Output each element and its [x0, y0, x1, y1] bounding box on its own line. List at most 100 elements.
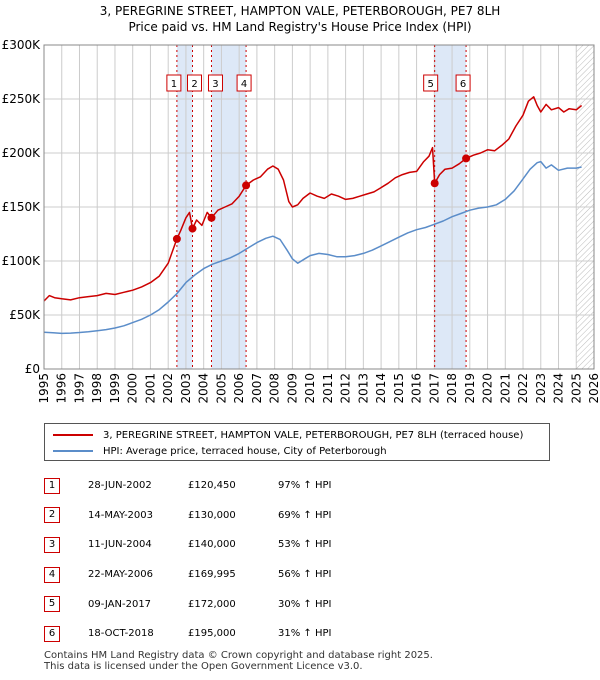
- sale-price: £130,000: [188, 509, 236, 521]
- x-tick-label: 1997: [72, 373, 86, 404]
- sale-label-number: 3: [212, 79, 218, 90]
- sale-point: [462, 154, 471, 163]
- legend-swatch-red: [53, 434, 93, 436]
- x-tick-label: 2019: [463, 373, 477, 404]
- sale-price: £195,000: [188, 628, 236, 640]
- sale-label-number: 6: [460, 79, 466, 90]
- legend-label-hpi: HPI: Average price, terraced house, City…: [103, 445, 387, 457]
- x-tick-label: 2026: [587, 373, 600, 404]
- x-tick-label: 2007: [250, 373, 264, 404]
- y-tick-label: £250K: [2, 92, 42, 106]
- sale-date: 22-MAY-2006: [88, 569, 154, 581]
- x-tick-label: 2023: [534, 373, 548, 404]
- x-tick-label: 1995: [37, 373, 51, 404]
- sale-label-number: 1: [171, 79, 177, 90]
- x-tick-label: 2017: [427, 373, 441, 404]
- x-tick-label: 2013: [356, 373, 370, 404]
- sale-price: £140,000: [188, 539, 236, 551]
- sale-price: £120,450: [188, 480, 236, 492]
- sale-hpi: 69% ↑ HPI: [278, 509, 332, 521]
- y-tick-label: £150K: [2, 200, 42, 214]
- sale-hpi: 97% ↑ HPI: [278, 480, 332, 492]
- x-tick-label: 2011: [321, 373, 335, 404]
- x-tick-label: 1996: [55, 373, 69, 404]
- sale-label-box: [187, 74, 202, 92]
- sale-price: £172,000: [188, 598, 236, 610]
- hpi-line: [43, 160, 582, 335]
- sale-row: 6 18-OCT-2018 £195,000 31% ↑ HPI: [44, 619, 348, 649]
- x-tick-label: 1998: [90, 373, 104, 404]
- sale-label-box: [236, 74, 252, 92]
- x-tick-label: 2004: [197, 373, 211, 404]
- sale-row: 2 14-MAY-2003 £130,000 69% ↑ HPI: [44, 501, 348, 531]
- x-tick-label: 2005: [214, 373, 228, 404]
- plot-frame: [43, 44, 595, 370]
- legend: 3, PEREGRINE STREET, HAMPTON VALE, PETER…: [44, 423, 550, 461]
- y-tick-label: £300K: [2, 38, 42, 52]
- x-tick-label: 2016: [410, 373, 424, 404]
- x-tick-label: 2015: [392, 373, 406, 404]
- sale-row: 3 11-JUN-2004 £140,000 53% ↑ HPI: [44, 530, 348, 560]
- sale-date: 18-OCT-2018: [88, 628, 154, 640]
- x-tick-label: 2006: [232, 373, 246, 404]
- sale-date: 28-JUN-2002: [88, 480, 152, 492]
- sale-number-badge: 1: [44, 477, 60, 494]
- y-tick-label: £100K: [2, 254, 42, 268]
- x-tick-label: 2009: [285, 373, 299, 404]
- sale-number-badge: 4: [44, 566, 60, 583]
- x-tick-label: 2014: [374, 373, 388, 404]
- sale-date: 14-MAY-2003: [88, 509, 154, 521]
- y-tick-label: £200K: [2, 146, 42, 160]
- sale-hpi: 31% ↑ HPI: [278, 628, 332, 640]
- sale-label-number: 4: [241, 79, 247, 90]
- legend-item-hpi: HPI: Average price, terraced house, City…: [53, 443, 387, 459]
- footer-license: This data is licensed under the Open Gov…: [44, 661, 363, 672]
- legend-label-price-paid: 3, PEREGRINE STREET, HAMPTON VALE, PETER…: [103, 429, 524, 441]
- x-tick-label: 2021: [498, 373, 512, 404]
- chart-title: 3, PEREGRINE STREET, HAMPTON VALE, PETER…: [99, 4, 501, 18]
- x-tick-label: 2012: [339, 373, 353, 404]
- x-tick-label: 2003: [179, 373, 193, 404]
- sale-number-badge: 5: [44, 596, 60, 613]
- sale-point: [242, 181, 251, 190]
- sale-hpi: 53% ↑ HPI: [278, 539, 332, 551]
- x-tick-label: 2022: [516, 373, 530, 404]
- sale-number-badge: 3: [44, 536, 60, 553]
- sale-label-box: [207, 74, 223, 92]
- sale-row: 1 28-JUN-2002 £120,450 97% ↑ HPI: [44, 471, 348, 501]
- x-tick-label: 2008: [268, 373, 282, 404]
- sale-label-number: 2: [191, 79, 197, 90]
- x-tick-label: 2018: [445, 373, 459, 404]
- sale-label-box: [455, 74, 471, 92]
- sale-label-number: 5: [427, 79, 433, 90]
- footer-copyright: Contains HM Land Registry data © Crown c…: [44, 650, 433, 661]
- chart-subtitle: Price paid vs. HM Land Registry's House …: [128, 20, 472, 34]
- price-paid-line: [43, 96, 583, 302]
- x-tick-label: 2000: [126, 373, 140, 404]
- sale-number-badge: 2: [44, 507, 60, 524]
- y-tick-label: £50K: [9, 308, 41, 322]
- sale-label-box: [423, 74, 439, 92]
- sale-point: [172, 234, 181, 243]
- price-chart: 1 2 3 4 5 6 £0 £50K £100K £150K £200K £250K £300K 19…: [2, 38, 600, 404]
- x-tick-label: 2002: [161, 373, 175, 404]
- sale-point: [188, 224, 197, 233]
- sale-hpi: 30% ↑ HPI: [278, 598, 332, 610]
- x-tick-label: 2025: [569, 373, 583, 404]
- x-tick-label: 2020: [481, 373, 495, 404]
- sale-date: 09-JAN-2017: [88, 598, 152, 610]
- sale-row: 4 22-MAY-2006 £169,995 56% ↑ HPI: [44, 560, 348, 590]
- footer: Contains HM Land Registry data © Crown c…: [44, 650, 433, 672]
- legend-item-price-paid: 3, PEREGRINE STREET, HAMPTON VALE, PETER…: [53, 427, 523, 443]
- sale-point: [207, 213, 216, 222]
- sale-point: [430, 179, 439, 188]
- x-tick-label: 2024: [552, 373, 566, 404]
- x-tick-label: 2001: [143, 373, 157, 404]
- sale-date: 11-JUN-2004: [88, 539, 152, 551]
- x-tick-label: 2010: [303, 373, 317, 404]
- x-tick-label: 1999: [108, 373, 122, 404]
- sale-label-box: [166, 74, 182, 92]
- sale-hpi: 56% ↑ HPI: [278, 569, 332, 581]
- sale-row: 5 09-JAN-2017 £172,000 30% ↑ HPI: [44, 589, 348, 619]
- sale-price: £169,995: [188, 569, 236, 581]
